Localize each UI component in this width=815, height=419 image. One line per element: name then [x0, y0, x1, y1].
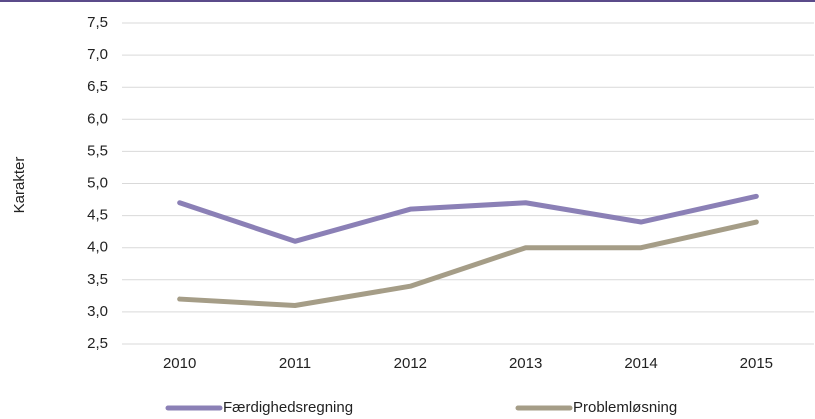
y-tick-label: 5,0	[87, 174, 108, 191]
y-tick-label: 6,0	[87, 110, 108, 127]
x-tick-label: 2011	[279, 355, 311, 372]
y-tick-label: 3,0	[87, 303, 108, 320]
x-tick-label: 2013	[509, 355, 542, 372]
x-tick-label: 2014	[624, 355, 657, 372]
y-tick-label: 7,0	[87, 46, 108, 63]
data-line	[177, 193, 759, 244]
y-tick-label: 4,0	[87, 239, 108, 256]
data-line	[177, 219, 759, 308]
y-tick-label: 4,5	[87, 207, 108, 224]
x-tick-label: 2015	[740, 355, 773, 372]
legend-label: Færdighedsregning	[223, 399, 353, 416]
y-tick-label: 7,5	[87, 14, 108, 31]
y-axis-label: Karakter	[11, 157, 28, 214]
y-tick-label: 6,5	[87, 78, 108, 95]
x-tick-label: 2010	[163, 355, 196, 372]
y-tick-label: 2,5	[87, 335, 108, 352]
top-border	[0, 0, 815, 2]
y-tick-label: 5,5	[87, 142, 108, 159]
y-tick-label: 3,5	[87, 271, 108, 288]
legend-label: Problemløsning	[573, 399, 677, 416]
x-tick-label: 2012	[394, 355, 427, 372]
